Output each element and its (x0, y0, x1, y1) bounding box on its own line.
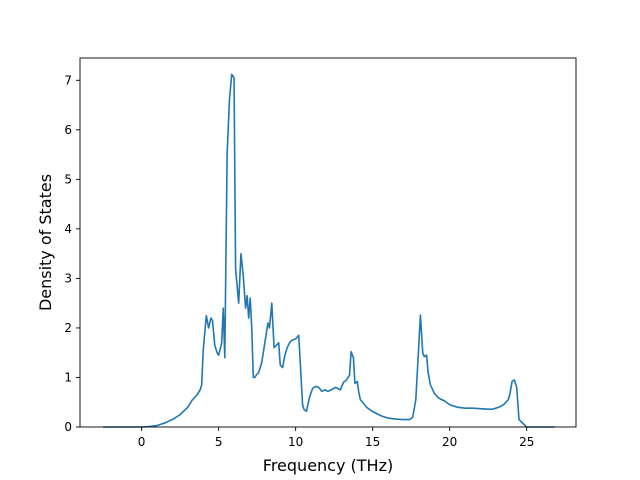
x-tick-label: 0 (138, 435, 146, 449)
axes-frame (79, 57, 577, 428)
dos-series-line (103, 73, 555, 428)
y-tick-label: 1 (64, 370, 72, 384)
x-tick-label: 10 (288, 435, 303, 449)
y-tick-label: 3 (64, 271, 72, 285)
x-tick-label: 25 (519, 435, 534, 449)
x-tick-label: 5 (215, 435, 223, 449)
x-axis-label: Frequency (THz) (263, 456, 393, 475)
y-tick-label: 5 (64, 172, 72, 186)
x-axis-ticks: 0 5 10 15 20 25 (138, 427, 534, 449)
y-tick-label: 2 (64, 321, 72, 335)
y-tick-label: 6 (64, 123, 72, 137)
x-tick-label: 20 (442, 435, 457, 449)
y-tick-label: 4 (64, 222, 72, 236)
y-axis-label: Density of States (36, 174, 55, 311)
y-tick-label: 0 (64, 420, 72, 434)
y-axis-ticks: 0 1 2 3 4 5 6 7 (64, 73, 80, 434)
y-tick-label: 7 (64, 73, 72, 87)
x-tick-label: 15 (365, 435, 380, 449)
plot-area (103, 73, 555, 428)
